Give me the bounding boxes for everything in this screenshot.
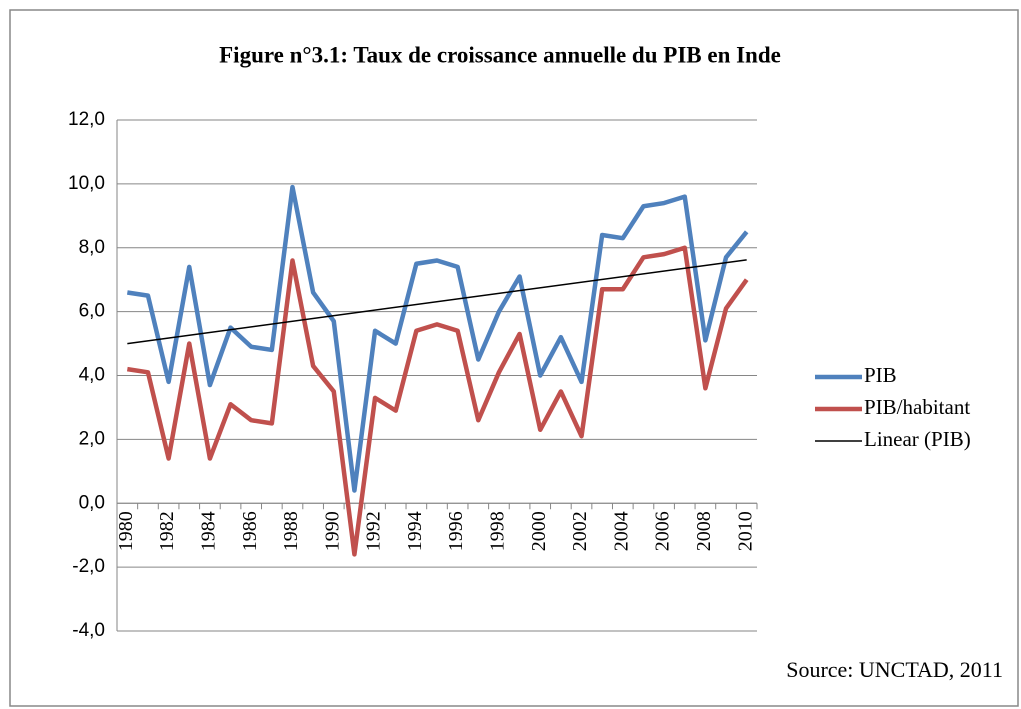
legend-label: PIB/habitant bbox=[864, 395, 970, 419]
x-tick-label: 1998 bbox=[487, 511, 509, 551]
source: Source: UNCTAD, 2011 bbox=[786, 657, 1003, 682]
y-tick-label: 0,0 bbox=[79, 492, 105, 513]
y-tick-label: 6,0 bbox=[79, 301, 105, 322]
x-tick-label: 2000 bbox=[528, 511, 550, 551]
x-tick-label: 2008 bbox=[693, 511, 715, 551]
legend-label: PIB bbox=[864, 363, 897, 387]
frame bbox=[9, 9, 1019, 707]
y-tick-label: 4,0 bbox=[79, 365, 105, 386]
x-tick-label: 1980 bbox=[115, 511, 137, 551]
y-tick-label: 8,0 bbox=[79, 237, 105, 258]
legend-label: Linear (PIB) bbox=[864, 427, 971, 451]
x-tick-label: 1988 bbox=[280, 511, 302, 551]
x-tick-label: 1986 bbox=[239, 511, 261, 551]
x-tick-label: 1996 bbox=[445, 511, 467, 551]
y-tick-label: 10,0 bbox=[68, 173, 105, 194]
trend-line bbox=[127, 259, 747, 345]
x-tick-label: 1982 bbox=[156, 511, 178, 551]
x-tick-label: 2010 bbox=[734, 511, 756, 551]
series-line bbox=[126, 245, 749, 557]
x-tick-label: 1994 bbox=[404, 511, 426, 551]
series-line bbox=[126, 184, 749, 493]
y-tick-label: -4,0 bbox=[72, 620, 105, 641]
x-tick-label: 1992 bbox=[363, 511, 385, 551]
y-tick-label: 2,0 bbox=[79, 428, 105, 449]
x-tick-label: 2002 bbox=[569, 511, 591, 551]
y-tick-label: -2,0 bbox=[72, 556, 105, 577]
x-tick-label: 1984 bbox=[197, 511, 219, 551]
y-tick-label: 12,0 bbox=[68, 109, 105, 130]
x-tick-label: 1990 bbox=[321, 511, 343, 551]
x-tick-label: 2006 bbox=[652, 511, 674, 551]
x-tick-label: 2004 bbox=[610, 511, 632, 551]
chart-title: Figure n°3.1: Taux de croissance annuell… bbox=[219, 42, 781, 67]
